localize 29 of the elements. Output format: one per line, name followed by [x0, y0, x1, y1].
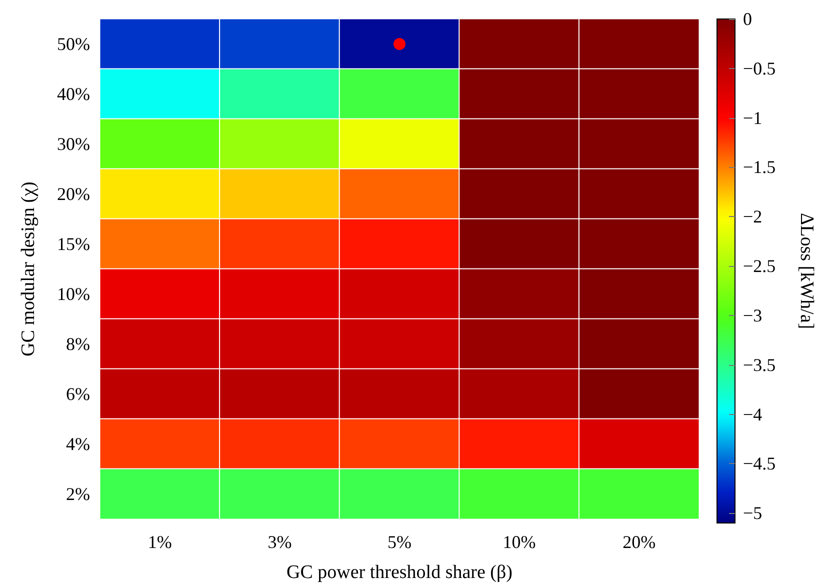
y-tick-label: 40% [57, 84, 90, 104]
color-bar-label: −4 [743, 404, 762, 424]
color-bar-label: −0.5 [743, 58, 776, 78]
y-tick-label: 8% [66, 334, 90, 354]
color-bar-label: 0 [743, 9, 752, 29]
color-bar-label: −1.5 [743, 157, 776, 178]
y-tick-label: 6% [66, 384, 90, 404]
x-tick-label: 10% [502, 532, 536, 552]
x-tick-label: 1% [148, 532, 172, 552]
y-tick-label: 50% [57, 34, 90, 54]
color-bar-label: −4.5 [743, 454, 776, 474]
x-tick-label: 5% [388, 532, 412, 552]
x-tick-label: 20% [622, 532, 656, 552]
y-axis-title: GC modular design (χ) [18, 182, 39, 356]
y-tick-label: 20% [57, 184, 90, 204]
color-bar-title: ΔLoss [kWh/a] [796, 212, 817, 330]
color-bar-label: −2 [743, 206, 762, 227]
y-tick-label: 15% [57, 234, 90, 254]
color-bar-label: −3.5 [743, 354, 776, 375]
color-bar-label: −3 [743, 305, 762, 326]
color-bar-label: −2.5 [743, 256, 776, 276]
y-tick-label: 10% [57, 284, 90, 304]
y-tick-label: 30% [57, 134, 90, 154]
color-bar-label: −5 [743, 503, 762, 524]
y-tick-label: 2% [66, 484, 90, 504]
x-tick-label: 3% [268, 532, 292, 552]
y-tick-label: 4% [66, 434, 90, 454]
x-axis-title: GC power threshold share (β) [286, 562, 512, 583]
color-bar-label: −1 [743, 108, 762, 128]
